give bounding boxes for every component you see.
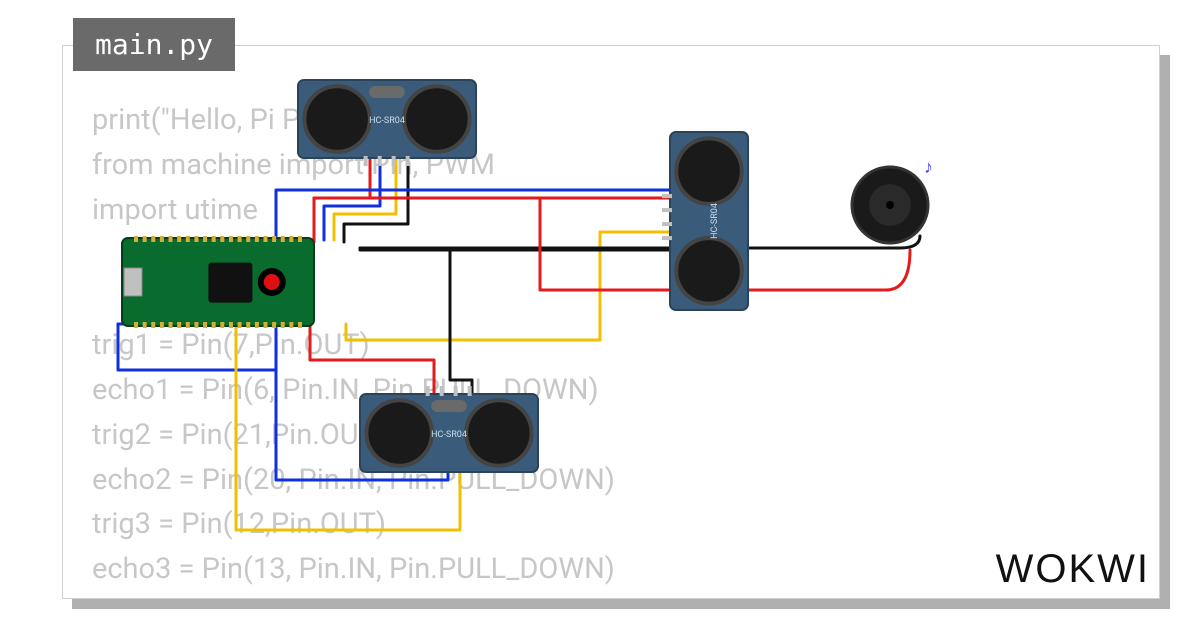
file-tab[interactable]: main.py [73,18,235,71]
brand-logo: WOKWI [996,547,1150,592]
code-listing: print("Hello, Pi Pico!") from machine im… [92,98,615,592]
